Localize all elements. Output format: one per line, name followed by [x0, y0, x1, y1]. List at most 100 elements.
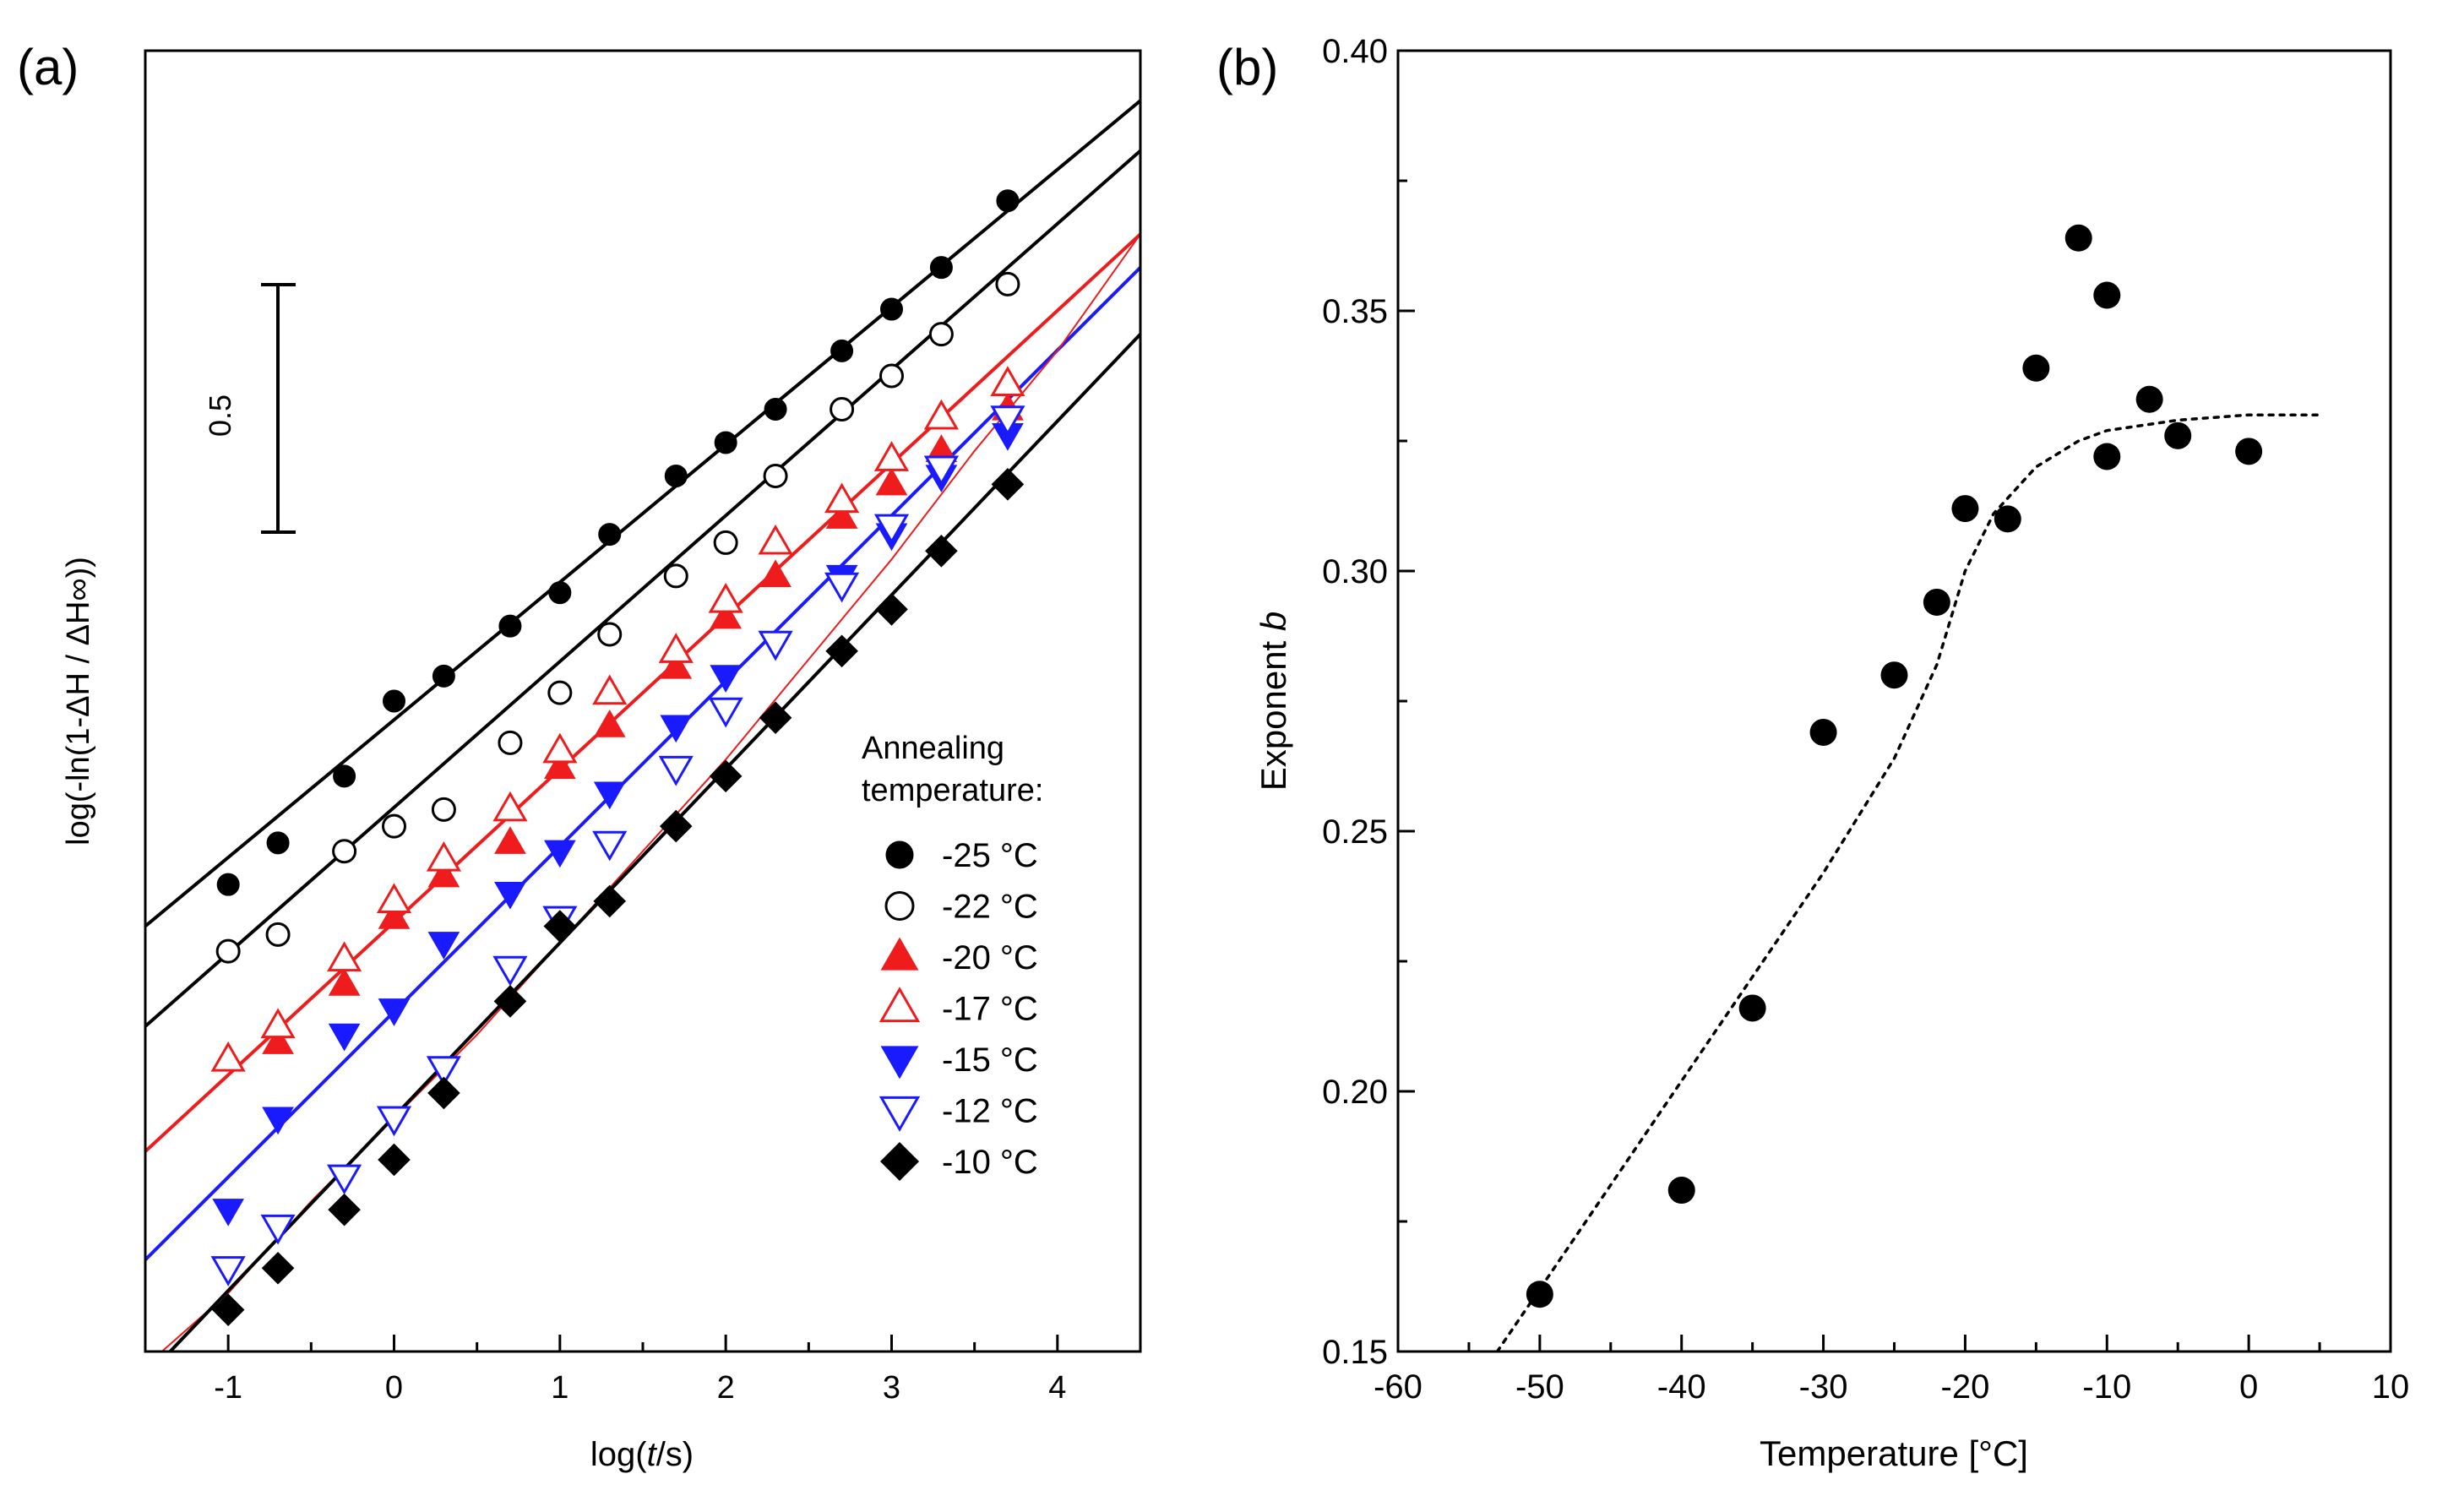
point-22-c — [663, 563, 688, 589]
legend: Annealing temperature: -25 °C -22 °C -20 °… — [862, 731, 1043, 1182]
point-17-c — [376, 883, 412, 914]
point-25-c — [830, 339, 854, 362]
point-10-c — [211, 1293, 245, 1326]
legend-label-12-c: -12 °C — [942, 1093, 1038, 1130]
point-10-c — [378, 1143, 411, 1177]
point-17-c — [990, 366, 1025, 396]
data-point — [2164, 422, 2192, 449]
y-tick-label: 0.25 — [1322, 813, 1388, 851]
point-12-c — [492, 955, 528, 987]
fit-line-10-c — [168, 333, 1140, 1352]
panel-a-y-axis-label: log(-ln(1-ΔH / ΔH∞)) — [61, 557, 96, 846]
point-20-c — [825, 501, 858, 529]
legend-label-22-c: -22 °C — [942, 889, 1038, 926]
point-17-c — [708, 582, 743, 613]
point-10-c — [991, 468, 1025, 501]
x-tick-label: -20 — [1941, 1368, 1990, 1406]
panel-b-x-axis-label: Temperature [°C] — [1760, 1433, 2028, 1473]
point-15-c — [328, 1023, 361, 1052]
panel-a: (a) -1 0 1 2 3 4 0.5 log(-ln(1-ΔH / ΔH∞)) log… — [17, 39, 1142, 1473]
point-10-c — [925, 535, 958, 568]
point-15-c — [660, 715, 693, 743]
data-point — [1526, 1281, 1553, 1308]
point-22-c — [431, 797, 456, 822]
x-tick-label: 1 — [551, 1370, 568, 1406]
y-tick-label: 0.35 — [1322, 293, 1388, 330]
point-25-c — [764, 397, 787, 421]
point-17-c — [923, 399, 959, 430]
x-tick-label: -30 — [1799, 1368, 1848, 1406]
legend-marker-12-c — [879, 1096, 921, 1132]
x-tick-label: -40 — [1657, 1368, 1706, 1406]
scale-bar — [261, 283, 296, 534]
point-10-c — [427, 1076, 460, 1110]
point-20-c — [710, 601, 743, 629]
panel-b-plot-area — [1396, 49, 2392, 1353]
point-25-c — [598, 523, 622, 547]
point-15-c — [593, 781, 626, 810]
point-20-c — [543, 751, 576, 780]
point-12-c — [376, 1106, 412, 1137]
data-point — [2022, 354, 2050, 382]
point-20-c — [378, 901, 411, 929]
point-22-c — [498, 730, 523, 755]
point-25-c — [548, 581, 572, 605]
x-tick-label: 10 — [2372, 1368, 2410, 1406]
point-22-c — [928, 322, 954, 347]
y-tick-label: 0.15 — [1322, 1334, 1388, 1371]
point-15-c — [543, 840, 576, 868]
panel-b-fit-curve — [1495, 413, 2321, 1352]
x-tick-label: 3 — [883, 1370, 900, 1406]
point-10-c — [759, 701, 792, 735]
legend-label-15-c: -15 °C — [942, 1042, 1038, 1079]
point-22-c — [713, 530, 738, 555]
panel-b-label: (b) — [1216, 39, 1278, 95]
point-15-c — [427, 932, 460, 960]
data-point — [1738, 994, 1766, 1022]
legend-label-25-c: -25 °C — [942, 837, 1038, 874]
point-12-c — [758, 630, 793, 661]
x-tick-label: -50 — [1515, 1368, 1564, 1406]
fit-line-25-c — [145, 99, 1140, 928]
point-17-c — [327, 941, 362, 972]
panel-b-data-points — [1526, 224, 2263, 1308]
legend-marker-17-c — [879, 987, 921, 1023]
point-22-c — [763, 463, 788, 488]
panel-a-data-points — [210, 189, 1025, 1326]
panel-a-x-axis-label: log(t/s) — [590, 1436, 694, 1473]
legend-label-10-c: -10 °C — [942, 1144, 1038, 1181]
point-17-c — [492, 791, 528, 822]
x-tick-label: 0 — [385, 1370, 403, 1406]
point-17-c — [210, 1041, 246, 1072]
point-10-c — [493, 985, 527, 1018]
panel-b-y-axis-label: Exponent b — [1254, 612, 1293, 791]
fit-line-15-c — [145, 266, 1140, 1261]
panel-a-fit-lines — [145, 99, 1140, 1352]
x-tick-label: 4 — [1048, 1370, 1066, 1406]
point-12-c — [990, 405, 1025, 436]
point-17-c — [658, 633, 694, 663]
point-15-c — [710, 665, 743, 693]
point-10-c — [328, 1193, 361, 1226]
legend-marker-20-c — [880, 937, 919, 971]
point-17-c — [260, 1008, 296, 1039]
point-10-c — [875, 593, 908, 626]
point-25-c — [333, 764, 356, 788]
point-25-c — [432, 664, 455, 688]
legend-marker-25-c — [885, 840, 914, 869]
panel-a-plot-area — [144, 49, 1142, 1353]
fit-line-20-c — [145, 232, 1140, 1153]
point-25-c — [880, 297, 903, 321]
point-12-c — [923, 455, 959, 487]
point-10-c — [709, 759, 743, 793]
data-point — [1994, 505, 2021, 533]
point-12-c — [426, 1056, 461, 1086]
data-point — [2135, 385, 2163, 413]
x-tick-label: 2 — [717, 1370, 735, 1406]
point-25-c — [216, 873, 240, 896]
data-point — [2093, 281, 2121, 309]
x-tick-label: 0 — [2239, 1368, 2258, 1406]
x-tick-label: -1 — [214, 1370, 242, 1406]
scale-bar-label: 0.5 — [203, 394, 237, 437]
point-17-c — [592, 674, 628, 705]
